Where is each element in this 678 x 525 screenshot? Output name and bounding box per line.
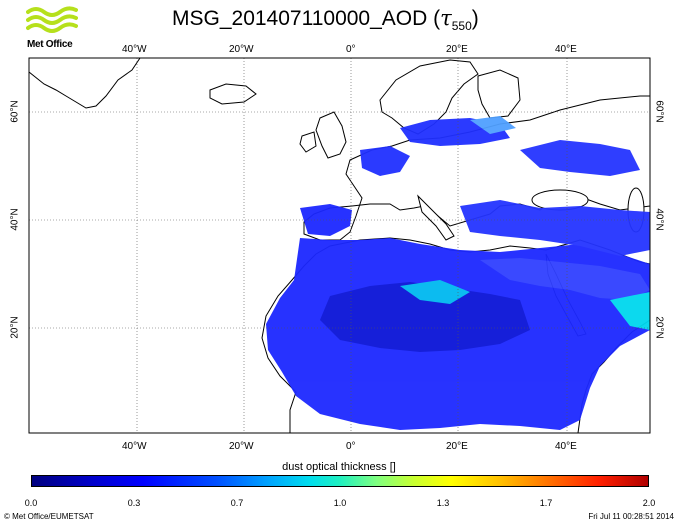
- graticule: [29, 58, 650, 433]
- title-subscript: 550: [451, 19, 472, 33]
- lat-label-left: 60°N: [9, 100, 21, 123]
- colorbar-tick: 0.7: [230, 498, 244, 508]
- met-office-logo-icon: [26, 6, 78, 33]
- colorbar-tick: 0.0: [24, 498, 38, 508]
- colorbar: [31, 475, 649, 487]
- scandinavia-coast: [379, 59, 479, 135]
- lon-label-bottom: 20°E: [446, 441, 468, 452]
- colorbar-title: dust optical thickness []: [282, 461, 396, 473]
- ireland-coast: [299, 131, 317, 153]
- colorbar-tick: 2.0: [642, 498, 656, 508]
- colorbar-tick: 1.7: [539, 498, 553, 508]
- timestamp-text: Fri Jul 11 00:28:51 2014: [588, 512, 674, 521]
- lon-label-top: 20°E: [446, 44, 468, 55]
- title-prefix: MSG_201407110000_AOD (: [172, 7, 441, 30]
- lon-label-top: 40°E: [555, 44, 577, 55]
- greenland-coast: [29, 58, 141, 109]
- title-suffix: ): [471, 7, 479, 30]
- lon-label-bottom: 20°W: [229, 441, 254, 452]
- lon-label-top: 0°: [346, 44, 356, 55]
- lon-label-bottom: 40°E: [555, 441, 577, 452]
- logo-text: Met Office: [27, 39, 73, 50]
- lon-label-bottom: 40°W: [122, 441, 147, 452]
- iceland-coast: [209, 83, 257, 105]
- map-title: MSG_201407110000_AOD (τ550): [172, 6, 479, 33]
- lon-label-top: 20°W: [229, 44, 254, 55]
- colorbar-tick: 1.3: [436, 498, 450, 508]
- lat-label-left: 20°N: [9, 316, 21, 339]
- lat-label-right: 40°N: [653, 208, 665, 231]
- italy-coast: [417, 194, 455, 241]
- credit-text: © Met Office/EUMETSAT: [4, 512, 94, 521]
- finland-coast: [477, 69, 521, 119]
- lat-label-left: 40°N: [9, 208, 21, 231]
- map-frame: [28, 57, 651, 434]
- britain-coast: [315, 111, 347, 159]
- lon-label-bottom: 0°: [346, 441, 356, 452]
- lat-label-right: 60°N: [653, 100, 665, 123]
- lat-label-right: 20°N: [653, 316, 665, 339]
- lon-label-top: 40°W: [122, 44, 147, 55]
- colorbar-tick: 1.0: [333, 498, 347, 508]
- colorbar-tick: 0.3: [127, 498, 141, 508]
- title-symbol: τ: [440, 6, 452, 30]
